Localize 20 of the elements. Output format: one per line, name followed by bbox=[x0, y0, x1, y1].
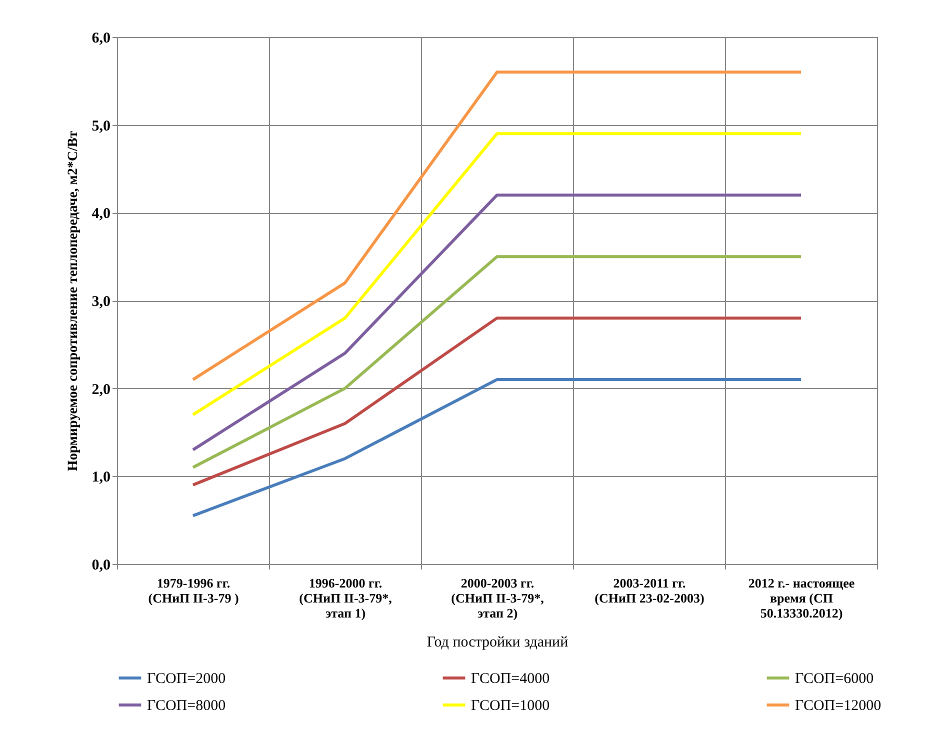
y-tick-label: 0,0 bbox=[92, 558, 110, 574]
x-tick-label: 1979-1996 гг. (СНиП II-3-79 ) bbox=[148, 576, 239, 606]
y-tick-label: 6,0 bbox=[92, 30, 110, 46]
x-tick-label: 2000-2003 гг. (СНиП II-3-79*, этап 2) bbox=[451, 576, 544, 620]
x-tick-label: 2012 г.- настоящее время (СП 50.13330.2012) bbox=[748, 576, 855, 620]
y-tick-label: 1,0 bbox=[92, 470, 110, 486]
x-axis-title: Год постройки зданий bbox=[426, 634, 568, 650]
y-tick-label: 4,0 bbox=[92, 206, 110, 222]
y-tick-label: 5,0 bbox=[92, 118, 110, 134]
legend-label: ГСОП=6000 bbox=[795, 671, 874, 687]
x-tick-label: 2003-2011 гг. (СНиП 23-02-2003) bbox=[594, 576, 704, 606]
legend-label: ГСОП=4000 bbox=[471, 671, 550, 687]
y-axis-title: Нормируемое сопротивление теплопередаче, м2*С/Вт bbox=[66, 130, 81, 472]
y-tick-label: 3,0 bbox=[92, 294, 110, 310]
x-tick-label: 1996-2000 гг. (СНиП II-3-79*, этап 1) bbox=[299, 576, 392, 620]
legend-label: ГСОП=12000 bbox=[795, 698, 882, 714]
y-tick-label: 2,0 bbox=[92, 382, 110, 398]
legend-label: ГСОП=1000 bbox=[471, 698, 550, 714]
legend-label: ГСОП=2000 bbox=[147, 671, 226, 687]
legend-label: ГСОП=8000 bbox=[147, 698, 226, 714]
